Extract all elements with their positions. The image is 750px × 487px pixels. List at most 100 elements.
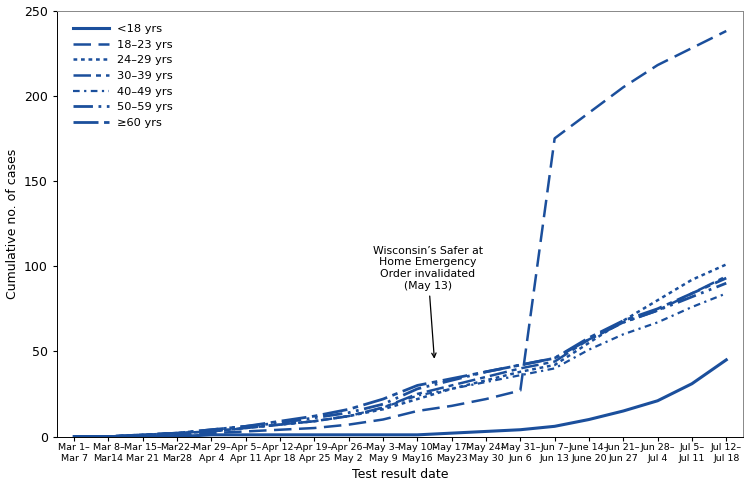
≥60 yrs xyxy=(550,355,560,361)
50–59 yrs xyxy=(482,369,490,375)
50–59 yrs xyxy=(172,430,182,436)
<18 yrs xyxy=(584,416,593,422)
24–29 yrs xyxy=(275,422,284,428)
<18 yrs xyxy=(344,432,353,438)
18–23 yrs xyxy=(310,425,319,431)
50–59 yrs xyxy=(379,401,388,407)
24–29 yrs xyxy=(653,297,662,303)
40–49 yrs xyxy=(516,372,525,378)
≥60 yrs xyxy=(207,427,216,432)
40–49 yrs xyxy=(275,422,284,428)
≥60 yrs xyxy=(584,335,593,340)
50–59 yrs xyxy=(516,362,525,368)
≥60 yrs xyxy=(344,406,353,412)
24–29 yrs xyxy=(584,340,593,346)
Y-axis label: Cumulative no. of cases: Cumulative no. of cases xyxy=(5,149,19,299)
24–29 yrs xyxy=(516,369,525,375)
40–49 yrs xyxy=(584,347,593,353)
30–39 yrs xyxy=(275,422,284,428)
Text: Wisconsin’s Safer at
Home Emergency
Order invalidated
(May 13): Wisconsin’s Safer at Home Emergency Orde… xyxy=(373,246,483,357)
≥60 yrs xyxy=(516,362,525,368)
30–39 yrs xyxy=(482,374,490,380)
<18 yrs xyxy=(516,427,525,432)
≥60 yrs xyxy=(275,418,284,424)
24–29 yrs xyxy=(104,433,113,439)
30–39 yrs xyxy=(516,365,525,371)
<18 yrs xyxy=(482,429,490,434)
≥60 yrs xyxy=(447,375,456,381)
50–59 yrs xyxy=(584,337,593,342)
40–49 yrs xyxy=(688,304,697,310)
24–29 yrs xyxy=(619,318,628,323)
<18 yrs xyxy=(207,432,216,438)
24–29 yrs xyxy=(172,430,182,436)
24–29 yrs xyxy=(722,262,730,267)
Line: 24–29 yrs: 24–29 yrs xyxy=(74,264,726,436)
24–29 yrs xyxy=(447,386,456,392)
<18 yrs xyxy=(379,432,388,438)
30–39 yrs xyxy=(584,337,593,342)
18–23 yrs xyxy=(344,422,353,428)
50–59 yrs xyxy=(722,280,730,286)
30–39 yrs xyxy=(70,433,79,439)
50–59 yrs xyxy=(242,423,250,429)
<18 yrs xyxy=(413,432,422,438)
40–49 yrs xyxy=(207,429,216,434)
≥60 yrs xyxy=(688,290,697,296)
≥60 yrs xyxy=(482,369,490,375)
40–49 yrs xyxy=(653,319,662,325)
50–59 yrs xyxy=(550,355,560,361)
<18 yrs xyxy=(242,432,250,438)
18–23 yrs xyxy=(70,433,79,439)
<18 yrs xyxy=(104,433,113,439)
40–49 yrs xyxy=(138,432,147,438)
30–39 yrs xyxy=(242,425,250,431)
18–23 yrs xyxy=(653,62,662,68)
30–39 yrs xyxy=(379,405,388,411)
<18 yrs xyxy=(653,398,662,404)
≥60 yrs xyxy=(70,433,79,439)
30–39 yrs xyxy=(619,319,628,325)
≥60 yrs xyxy=(242,423,250,429)
Line: ≥60 yrs: ≥60 yrs xyxy=(74,278,726,436)
30–39 yrs xyxy=(344,413,353,419)
40–49 yrs xyxy=(722,290,730,296)
50–59 yrs xyxy=(344,410,353,415)
30–39 yrs xyxy=(310,418,319,424)
24–29 yrs xyxy=(688,277,697,282)
24–29 yrs xyxy=(207,429,216,434)
24–29 yrs xyxy=(310,418,319,424)
<18 yrs xyxy=(172,433,182,439)
40–49 yrs xyxy=(482,379,490,385)
<18 yrs xyxy=(70,433,79,439)
30–39 yrs xyxy=(447,382,456,388)
X-axis label: Test result date: Test result date xyxy=(352,468,448,482)
18–23 yrs xyxy=(379,416,388,422)
<18 yrs xyxy=(275,432,284,438)
40–49 yrs xyxy=(619,331,628,337)
40–49 yrs xyxy=(447,386,456,392)
24–29 yrs xyxy=(344,413,353,419)
18–23 yrs xyxy=(619,84,628,90)
40–49 yrs xyxy=(413,393,422,398)
50–59 yrs xyxy=(413,386,422,392)
<18 yrs xyxy=(310,432,319,438)
18–23 yrs xyxy=(138,433,147,439)
<18 yrs xyxy=(722,357,730,363)
50–59 yrs xyxy=(207,427,216,432)
50–59 yrs xyxy=(310,415,319,421)
24–29 yrs xyxy=(482,377,490,383)
≥60 yrs xyxy=(722,275,730,281)
30–39 yrs xyxy=(550,358,560,364)
40–49 yrs xyxy=(242,425,250,431)
24–29 yrs xyxy=(413,396,422,402)
30–39 yrs xyxy=(653,307,662,313)
40–49 yrs xyxy=(70,433,79,439)
30–39 yrs xyxy=(172,430,182,436)
Line: 30–39 yrs: 30–39 yrs xyxy=(74,277,726,436)
50–59 yrs xyxy=(70,433,79,439)
24–29 yrs xyxy=(242,425,250,431)
≥60 yrs xyxy=(310,413,319,419)
≥60 yrs xyxy=(653,306,662,312)
≥60 yrs xyxy=(619,318,628,323)
